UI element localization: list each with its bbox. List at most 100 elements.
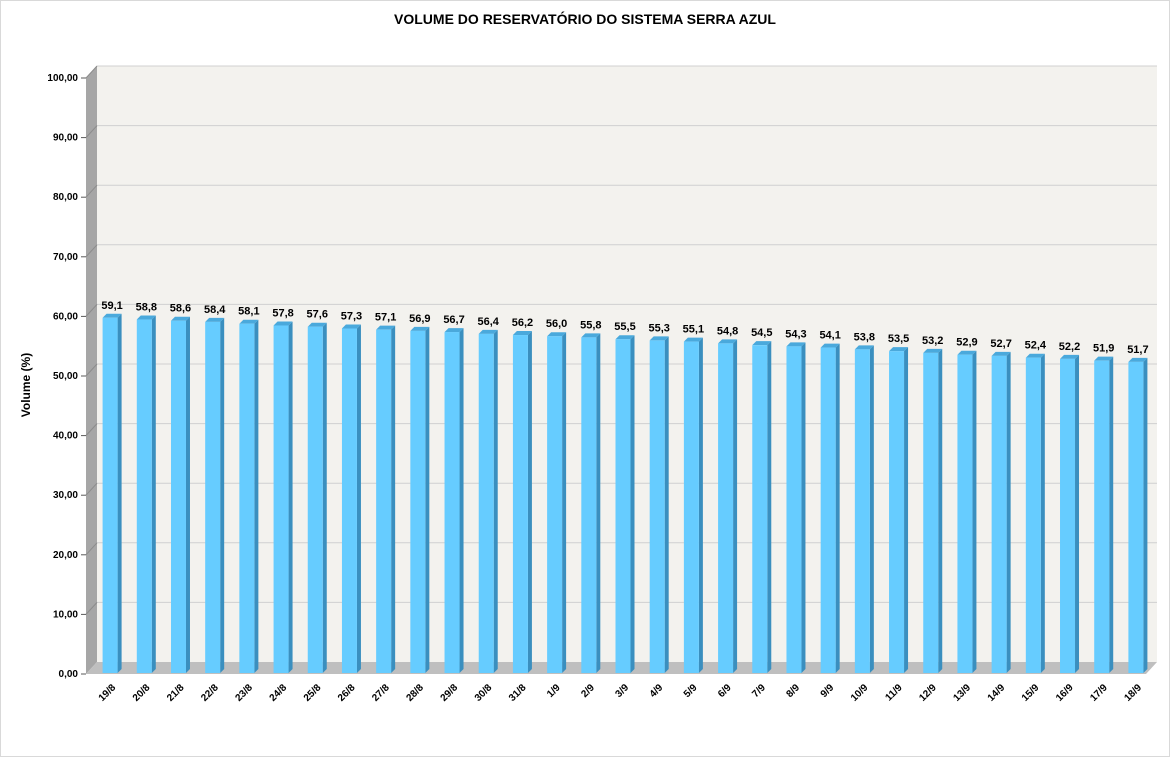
data-label: 55,5 <box>614 321 635 333</box>
x-tick-label: 23/8 <box>233 682 255 704</box>
bar-side <box>1040 353 1045 673</box>
bar-top <box>512 331 532 336</box>
bar-top <box>341 324 361 329</box>
x-tick-label: 28/8 <box>404 682 426 704</box>
y-tick-label: 70,00 <box>53 252 78 263</box>
bar-top <box>581 333 601 338</box>
data-label: 53,5 <box>888 333 909 345</box>
bar <box>957 350 977 673</box>
bar-front <box>889 351 905 673</box>
x-tick-label: 12/9 <box>917 682 939 704</box>
bar-side <box>562 332 567 673</box>
x-tick-label: 20/8 <box>131 682 153 704</box>
data-label: 59,1 <box>101 300 122 312</box>
bar-top <box>205 317 225 322</box>
data-label: 54,5 <box>751 327 772 339</box>
data-label: 57,3 <box>341 310 362 322</box>
x-tick-label: 26/8 <box>336 682 358 704</box>
data-labels: 59,1 58,8 58,6 58,4 58,1 57,8 57,6 57,3 57,1 56,9… <box>101 300 1148 356</box>
bar-top <box>1060 354 1080 359</box>
bar <box>615 335 635 673</box>
data-label: 56,7 <box>443 314 464 326</box>
bar-front <box>170 320 186 673</box>
bar-side <box>904 347 909 673</box>
bar-top <box>1025 353 1045 358</box>
bar-side <box>801 342 806 673</box>
data-label: 55,3 <box>648 322 669 334</box>
bar-front <box>102 317 118 673</box>
bar-top <box>136 315 156 320</box>
bar-side <box>493 329 498 673</box>
bar <box>273 321 293 673</box>
bar <box>820 343 840 673</box>
bar-top <box>1094 356 1114 361</box>
bar <box>683 337 703 673</box>
bar-top <box>683 337 703 342</box>
x-tick-label: 11/9 <box>884 682 905 703</box>
bar-side <box>527 331 532 673</box>
bar-side <box>733 339 738 673</box>
bar <box>478 329 498 673</box>
x-tick-label: 19/8 <box>97 682 119 704</box>
bar-front <box>307 326 323 673</box>
bar <box>1025 353 1045 673</box>
data-label: 56,4 <box>478 316 500 328</box>
x-tick-label: 24/8 <box>268 682 290 704</box>
bar <box>512 331 532 673</box>
bar-side <box>630 335 635 673</box>
bar-side <box>596 333 601 673</box>
data-label: 56,2 <box>512 317 533 329</box>
x-tick-label: 1/9 <box>545 682 563 700</box>
data-label: 56,9 <box>409 313 430 325</box>
bar-side <box>1006 351 1011 673</box>
x-tick-label: 10/9 <box>849 682 871 704</box>
y-tick-label: 90,00 <box>53 133 78 144</box>
bar <box>205 317 225 673</box>
data-label: 58,6 <box>170 303 191 315</box>
bar-side <box>698 337 703 673</box>
bar-front <box>1094 360 1110 673</box>
y-tick-label: 60,00 <box>53 311 78 322</box>
bar-side <box>869 345 874 673</box>
bar-front <box>1128 361 1144 673</box>
bar-top <box>752 341 772 346</box>
data-label: 51,7 <box>1127 344 1148 356</box>
x-tick-label: 16/9 <box>1054 682 1076 704</box>
bar-top <box>307 322 327 327</box>
bar-side <box>835 343 840 673</box>
bar-front <box>512 335 528 673</box>
bar <box>1128 357 1148 673</box>
x-tick-label: 13/9 <box>952 682 974 704</box>
gridline-side <box>85 304 98 317</box>
bar <box>786 342 806 673</box>
bar <box>854 345 874 673</box>
bar-side <box>220 317 225 673</box>
bar-top <box>239 319 259 324</box>
bar-front <box>786 346 802 673</box>
x-tick-label: 18/9 <box>1122 682 1144 704</box>
bar <box>752 341 772 673</box>
bar-side <box>459 328 464 673</box>
bar <box>239 319 259 673</box>
data-label: 54,3 <box>785 328 806 340</box>
y-tick-label: 40,00 <box>53 431 78 442</box>
bar-side <box>1143 357 1148 673</box>
data-label: 58,4 <box>204 304 226 316</box>
bar-front <box>854 349 870 673</box>
data-label: 52,2 <box>1059 341 1080 353</box>
bar-front <box>957 354 973 673</box>
x-tick-label: 4/9 <box>648 682 666 700</box>
x-tick-label: 7/9 <box>750 682 768 700</box>
data-label: 58,8 <box>136 302 157 314</box>
bar-side <box>117 313 122 673</box>
x-tick-label: 31/8 <box>507 682 529 704</box>
bar-top <box>615 335 635 340</box>
bar <box>136 315 156 673</box>
bar-front <box>547 336 563 673</box>
bar-front <box>615 339 631 673</box>
bar <box>547 332 567 673</box>
bar-front <box>205 321 221 673</box>
bar-top <box>102 313 122 318</box>
x-tick-label: 8/9 <box>784 682 802 700</box>
bar-top <box>718 339 738 344</box>
